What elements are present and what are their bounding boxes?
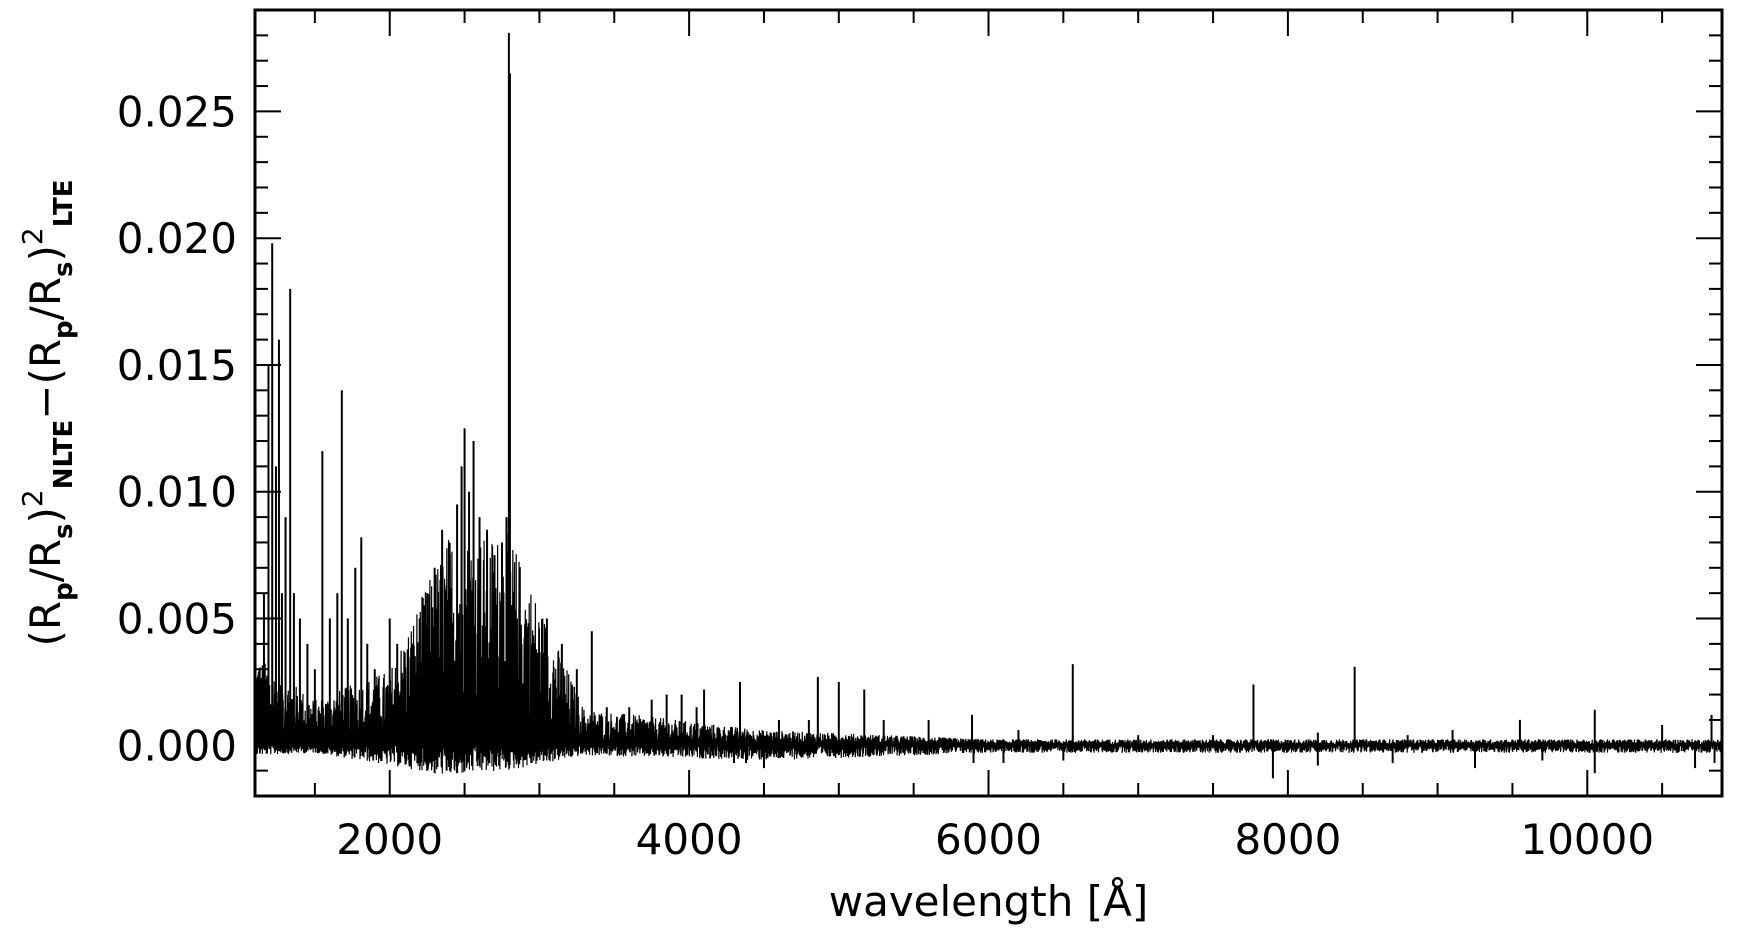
- y-label-part: NLTE: [49, 420, 79, 490]
- y-tick-label: 0.000: [117, 721, 237, 770]
- y-label-part: s: [49, 523, 79, 538]
- y-tick-labels: 0.000 0.005 0.010 0.015 0.020 0.025: [117, 87, 237, 770]
- y-tick-label: 0.010: [117, 468, 237, 517]
- y-label-part: ): [21, 507, 70, 523]
- y-label-part: −(R: [21, 339, 70, 420]
- x-tick-label: 4000: [636, 815, 743, 864]
- y-label-part: p: [49, 320, 79, 339]
- axis-ticks: [255, 9, 1722, 797]
- y-label-part: (R: [21, 601, 70, 647]
- x-tick-label: 10000: [1520, 815, 1654, 864]
- y-axis-label: (Rp/Rs)2NLTE−(Rp/Rs)2LTE: [16, 180, 79, 647]
- y-tick-label: 0.025: [117, 87, 237, 136]
- y-tick-label: 0.020: [117, 214, 237, 263]
- y-label-part: ): [21, 245, 70, 261]
- y-label-part: /R: [21, 277, 70, 320]
- x-tick-label: 2000: [336, 815, 443, 864]
- y-label-part: LTE: [49, 180, 79, 228]
- y-label-part: p: [49, 582, 79, 601]
- y-label-part: /R: [21, 539, 70, 582]
- y-label-part: 2: [16, 227, 49, 245]
- x-axis-label: wavelength [Å]: [829, 876, 1149, 926]
- plot-area: [254, 32, 1723, 779]
- spectrum-series-line: [254, 533, 1723, 774]
- y-label-part: 2: [16, 489, 49, 507]
- y-tick-label: 0.005: [117, 595, 237, 644]
- y-tick-label: 0.015: [117, 341, 237, 390]
- y-label-part: s: [49, 261, 79, 276]
- x-tick-label: 8000: [1234, 815, 1341, 864]
- x-tick-label: 6000: [935, 815, 1042, 864]
- x-tick-labels: 2000 4000 6000 8000 10000: [336, 815, 1654, 864]
